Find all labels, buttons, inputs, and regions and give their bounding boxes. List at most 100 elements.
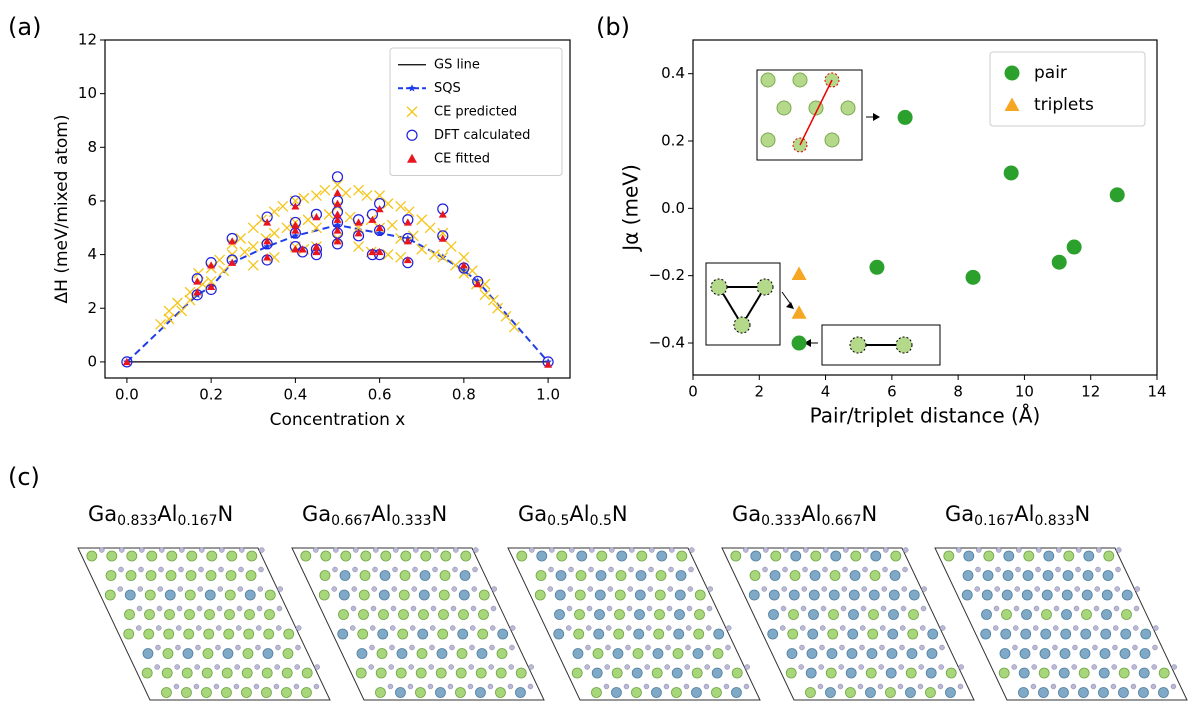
ga-atom <box>261 687 272 698</box>
al-atom <box>711 667 723 679</box>
ga-atom <box>672 648 684 659</box>
nitrogen-atom <box>1074 586 1081 592</box>
ga-atom <box>224 609 235 620</box>
ga-atom <box>395 667 407 679</box>
marker-x <box>239 246 251 258</box>
al-atom <box>262 648 274 659</box>
nitrogen-atom <box>882 566 888 573</box>
al-atom <box>868 589 880 601</box>
al-atom <box>807 628 819 640</box>
formula-element: Al <box>157 502 177 526</box>
ga-atom <box>221 667 233 679</box>
ga-atom <box>908 609 919 620</box>
marker-triangle <box>333 210 342 218</box>
nitrogen-atom <box>877 683 884 690</box>
nitrogen-atom <box>369 625 376 631</box>
al-atom <box>1140 628 1152 640</box>
nitrogen-atom <box>413 547 419 553</box>
nitrogen-atom <box>368 664 374 670</box>
nitrogen-atom <box>472 566 478 573</box>
marker-triangle <box>228 237 237 245</box>
ga-atom <box>905 667 917 679</box>
marker-x <box>310 222 322 234</box>
x-axis-label: Pair/triplet distance (Å) <box>810 404 1041 428</box>
al-atom <box>378 589 390 601</box>
al-atom <box>338 589 350 601</box>
al-atom <box>713 628 725 640</box>
ga-atom <box>206 550 218 562</box>
ga-atom <box>186 550 198 562</box>
al-atom <box>1058 667 1070 679</box>
legend-label: CE fitted <box>434 151 490 166</box>
ga-atom <box>770 550 782 562</box>
nitrogen-atom <box>937 683 944 690</box>
marker-triangle <box>333 199 342 207</box>
nitrogen-atom <box>568 566 574 573</box>
ga-atom <box>1063 550 1075 562</box>
al-atom <box>396 648 408 659</box>
marker-triangle <box>375 247 384 256</box>
al-atom <box>790 550 802 562</box>
nitrogen-atom <box>471 586 478 592</box>
nitrogen-atom <box>408 664 414 670</box>
ga-atom <box>340 550 352 562</box>
nitrogen-atom <box>179 547 185 553</box>
nitrogen-atom <box>294 664 300 670</box>
nitrogen-atom <box>528 664 534 670</box>
ga-atom <box>400 550 412 562</box>
legend-label: CE predicted <box>434 104 517 119</box>
ga-atom <box>141 667 153 679</box>
al-atom <box>980 628 992 640</box>
legend-box <box>389 47 563 176</box>
ga-atom <box>415 687 426 698</box>
ga-atom <box>320 550 332 562</box>
nitrogen-atom <box>724 664 730 670</box>
nitrogen-atom <box>605 644 611 651</box>
nitrogen-atom <box>687 586 694 592</box>
nitrogen-atom <box>898 664 904 670</box>
marker-x <box>386 219 398 231</box>
marker-triangle <box>791 266 807 280</box>
al-atom <box>1022 570 1034 581</box>
al-atom <box>1080 628 1092 640</box>
ga-atom <box>945 667 957 679</box>
al-atom <box>204 589 216 601</box>
marker-x <box>268 251 280 263</box>
nitrogen-atom <box>117 586 124 592</box>
al-atom <box>634 609 645 620</box>
nitrogen-atom <box>903 547 909 553</box>
nitrogen-atom <box>820 605 827 612</box>
marker-x <box>479 278 491 290</box>
al-atom <box>1078 687 1089 698</box>
al-atom <box>1098 667 1110 679</box>
ga-atom <box>201 667 213 679</box>
ga-atom <box>375 687 386 698</box>
nitrogen-atom <box>136 605 143 612</box>
nitrogen-atom <box>237 586 244 592</box>
nitrogen-atom <box>818 664 824 670</box>
nitrogen-atom <box>605 625 612 631</box>
marker-triangle <box>368 247 377 256</box>
al-atom <box>1121 589 1133 601</box>
nitrogen-atom <box>565 625 572 631</box>
nitrogen-atom <box>585 625 592 631</box>
x-tick-label: 0.4 <box>283 386 307 404</box>
ga-atom <box>435 667 447 679</box>
nitrogen-atom <box>135 625 142 631</box>
nitrogen-atom <box>259 547 265 553</box>
al-atom <box>142 648 154 659</box>
ga-atom <box>204 609 215 620</box>
ga-atom <box>144 589 156 601</box>
al-atom <box>906 648 918 659</box>
nitrogen-atom <box>603 683 610 690</box>
nitrogen-atom <box>860 605 867 612</box>
nitrogen-atom <box>975 566 981 573</box>
ga-atom <box>654 609 665 620</box>
ga-atom <box>850 550 862 562</box>
al-atom <box>339 570 351 581</box>
nitrogen-atom <box>255 644 261 651</box>
nitrogen-atom <box>468 664 474 670</box>
ga-atom <box>943 550 955 562</box>
ga-atom <box>495 667 507 679</box>
